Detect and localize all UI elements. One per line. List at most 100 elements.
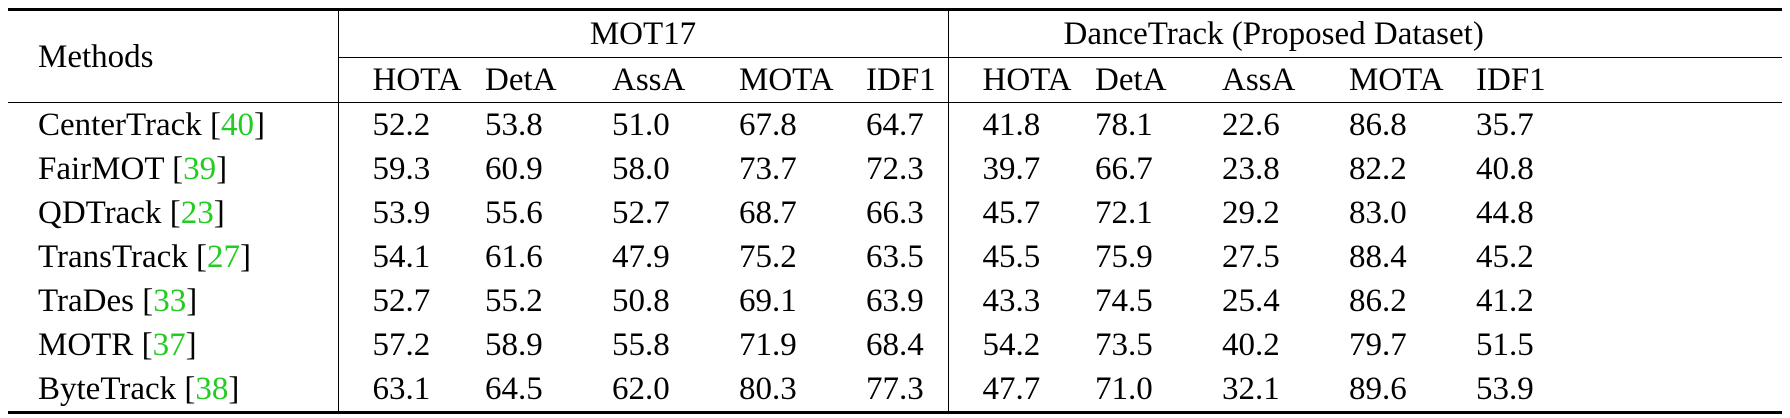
value-cell: 27.5	[1222, 239, 1280, 275]
value-cell: 89.6	[1349, 371, 1407, 407]
value-cell: 88.4	[1349, 239, 1407, 275]
table-body: CenterTrack [40] 52.2 53.8 51.0 67.8 64.7 41.8…	[8, 102, 1783, 413]
group-header-dancetrack: DanceTrack (Proposed Dataset)	[947, 9, 1783, 58]
value-cell: 32.1	[1222, 371, 1280, 407]
results-table: Methods MOT17 DanceTrack (Proposed Datas…	[8, 8, 1783, 414]
metric-header-mota-dancetrack: MOTA	[1329, 57, 1456, 103]
value-cell: 47.9	[612, 239, 670, 275]
value-cell: 22.6	[1222, 107, 1280, 143]
value-cell: 55.8	[612, 327, 670, 363]
method-name: ByteTrack	[38, 371, 177, 407]
method-name: CenterTrack	[38, 107, 202, 143]
value-cell: 63.5	[866, 239, 924, 275]
metric-header-mota-mot17: MOTA	[719, 57, 846, 103]
table-row: CenterTrack [40] 52.2 53.8 51.0 67.8 64.7 41.8…	[8, 102, 1783, 147]
value-cell: 61.6	[485, 239, 543, 275]
value-cell: 52.7	[612, 195, 670, 231]
citation-link[interactable]: 38	[195, 371, 229, 407]
value-cell: 50.8	[612, 283, 670, 319]
value-cell: 54.2	[947, 323, 1075, 367]
value-cell: 67.8	[739, 107, 797, 143]
value-cell: 54.1	[337, 235, 465, 279]
value-cell: 72.3	[866, 151, 924, 187]
value-cell: 86.8	[1349, 107, 1407, 143]
value-cell: 45.5	[947, 235, 1075, 279]
table-row: TraDes [33] 52.7 55.2 50.8 69.1 63.9 43.3 74.5 2…	[8, 279, 1782, 323]
metric-header-row: HOTA DetA AssA MOTA IDF1 HOTA DetA AssA MOTA IDF1	[8, 57, 1783, 103]
value-cell: 73.5	[1095, 327, 1153, 363]
value-cell: 63.1	[337, 367, 465, 413]
value-cell: 52.7	[337, 279, 465, 323]
method-name: MOTR	[38, 327, 134, 363]
methods-header: Methods	[38, 38, 154, 75]
value-cell: 75.9	[1095, 239, 1153, 275]
value-cell: 62.0	[612, 371, 670, 407]
value-cell: 29.2	[1222, 195, 1280, 231]
value-cell: 58.9	[485, 327, 543, 363]
citation-link[interactable]: 27	[207, 239, 241, 275]
value-cell: 35.7	[1476, 107, 1534, 143]
metric-header-idf1-mot17: IDF1	[846, 57, 948, 103]
value-cell: 52.2	[337, 102, 465, 147]
value-cell: 39.7	[947, 147, 1075, 191]
method-cell: MOTR [37]	[38, 327, 197, 363]
value-cell: 47.7	[947, 367, 1075, 413]
method-name: QDTrack	[38, 195, 162, 231]
value-cell: 45.2	[1476, 239, 1534, 275]
value-cell: 80.3	[739, 371, 797, 407]
metric-header-hota-dancetrack: HOTA	[947, 57, 1075, 103]
table-row: FairMOT [39] 59.3 60.9 58.0 73.7 72.3 39.7 66.7…	[8, 147, 1782, 191]
value-cell: 74.5	[1095, 283, 1153, 319]
method-cell: FairMOT [39]	[38, 151, 228, 187]
value-cell: 75.2	[739, 239, 797, 275]
citation-link[interactable]: 33	[153, 283, 187, 319]
value-cell: 79.7	[1349, 327, 1407, 363]
metric-header-idf1-dancetrack: IDF1	[1456, 57, 1783, 103]
group-header-mot17: MOT17	[337, 9, 948, 58]
method-cell: CenterTrack [40]	[38, 107, 265, 143]
method-name: TraDes	[38, 283, 134, 319]
value-cell: 86.2	[1349, 283, 1407, 319]
citation-link[interactable]: 39	[183, 151, 217, 187]
value-cell: 71.9	[739, 327, 797, 363]
table-row: TransTrack [27] 54.1 61.6 47.9 75.2 63.5 45.5 7…	[8, 235, 1782, 279]
value-cell: 41.2	[1476, 283, 1534, 319]
value-cell: 53.8	[485, 107, 543, 143]
value-cell: 40.8	[1476, 151, 1534, 187]
value-cell: 53.9	[1476, 371, 1534, 407]
value-cell: 77.3	[866, 371, 924, 407]
citation-link[interactable]: 40	[221, 107, 254, 143]
value-cell: 23.8	[1222, 151, 1280, 187]
metric-header-deta-dancetrack: DetA	[1075, 57, 1202, 103]
table-row: ByteTrack [38] 63.1 64.5 62.0 80.3 77.3 47.7 71…	[8, 367, 1783, 413]
method-name: FairMOT	[38, 151, 164, 187]
citation-link[interactable]: 37	[152, 327, 186, 363]
value-cell: 64.5	[485, 371, 543, 407]
value-cell: 63.9	[866, 283, 924, 319]
metric-header-assa-mot17: AssA	[592, 57, 719, 103]
value-cell: 58.0	[612, 151, 670, 187]
value-cell: 73.7	[739, 151, 797, 187]
group-header-row: Methods MOT17 DanceTrack (Proposed Datas…	[8, 9, 1783, 75]
value-cell: 64.7	[866, 107, 924, 143]
method-cell: TransTrack [27]	[38, 239, 252, 275]
value-cell: 45.7	[947, 191, 1075, 235]
value-cell: 25.4	[1222, 283, 1280, 319]
value-cell: 41.8	[947, 102, 1075, 147]
citation-link[interactable]: 23	[180, 195, 214, 231]
value-cell: 66.7	[1095, 151, 1153, 187]
value-cell: 82.2	[1349, 151, 1407, 187]
method-cell: TraDes [33]	[38, 283, 198, 319]
value-cell: 69.1	[739, 283, 797, 319]
method-name: TransTrack	[38, 239, 188, 275]
value-cell: 51.0	[612, 107, 670, 143]
value-cell: 66.3	[866, 195, 924, 231]
method-cell: ByteTrack [38]	[38, 371, 240, 407]
value-cell: 40.2	[1222, 327, 1280, 363]
value-cell: 59.3	[337, 147, 465, 191]
value-cell: 55.6	[485, 195, 543, 231]
value-cell: 44.8	[1476, 195, 1534, 231]
value-cell: 55.2	[485, 283, 543, 319]
value-cell: 68.7	[739, 195, 797, 231]
table-row: MOTR [37] 57.2 58.9 55.8 71.9 68.4 54.2 73.5 40.…	[8, 323, 1782, 367]
